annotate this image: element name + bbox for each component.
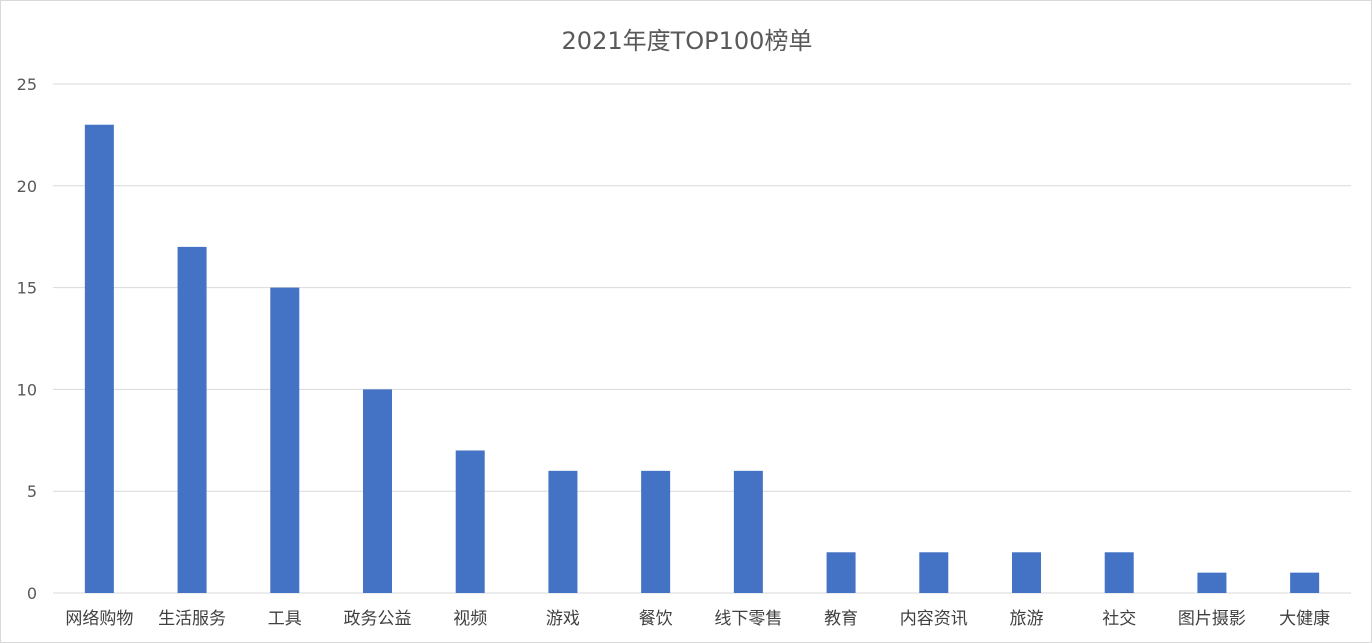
x-category-label: 线下零售	[714, 609, 782, 629]
y-tick-label: 25	[17, 75, 37, 94]
bar-2	[177, 246, 207, 593]
bar-9	[826, 552, 856, 593]
x-category-label: 生活服务	[158, 609, 226, 629]
bar-4	[363, 389, 392, 593]
y-axis-ticks: 0 5 10 15 20 25	[17, 75, 37, 603]
x-category-label: 社交	[1102, 609, 1136, 629]
bar-1	[84, 124, 114, 593]
bar-13	[1197, 572, 1227, 593]
x-category-label: 网络购物	[65, 609, 133, 629]
bar-8	[733, 470, 763, 593]
y-tick-label: 5	[27, 482, 37, 501]
x-category-label: 工具	[268, 609, 302, 629]
bar-14	[1290, 572, 1320, 593]
x-category-label: 视频	[453, 609, 487, 629]
chart-title: 2021年度TOP100榜单	[562, 27, 813, 55]
x-category-label: 旅游	[1010, 609, 1044, 629]
bar-11	[1012, 552, 1041, 593]
bar-7	[641, 470, 671, 593]
x-category-label: 内容资讯	[900, 609, 968, 629]
y-tick-label: 0	[27, 584, 37, 603]
x-category-label: 政务公益	[344, 609, 412, 629]
bar-3	[270, 287, 300, 593]
gridlines	[53, 83, 1351, 594]
bar-5	[455, 450, 485, 593]
x-axis-labels: 网络购物 生活服务 工具 政务公益 视频 游戏 餐饮 线下零售 教育 内容资讯 旅游 社交 图片摄影 大健…	[65, 609, 1330, 629]
y-tick-label: 10	[17, 380, 37, 399]
x-category-label: 游戏	[546, 609, 580, 629]
x-category-label: 餐饮	[639, 609, 673, 629]
bar-12	[1104, 552, 1134, 593]
y-tick-label: 20	[17, 177, 37, 196]
y-tick-label: 15	[17, 279, 37, 298]
bars	[84, 124, 1320, 593]
x-category-label: 教育	[824, 609, 858, 629]
bar-10	[919, 552, 949, 593]
x-category-label: 图片摄影	[1178, 609, 1246, 629]
bar-6	[548, 470, 578, 593]
x-category-label: 大健康	[1279, 609, 1330, 629]
